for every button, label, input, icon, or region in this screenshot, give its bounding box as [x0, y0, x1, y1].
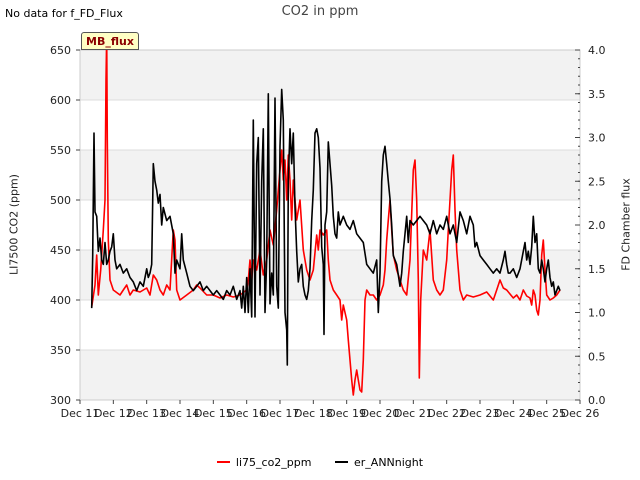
- y-tick-label: 450: [50, 244, 71, 257]
- background-band: [80, 50, 580, 100]
- x-tick-label: Dec 11: [61, 407, 100, 420]
- y-tick-label: 350: [50, 344, 71, 357]
- chart-title: CO2 in ppm: [281, 4, 359, 19]
- series-line-li75-co2: [90, 34, 561, 396]
- mb-flux-tag: MB_flux: [81, 32, 139, 50]
- y2-tick-label: 1.0: [588, 307, 606, 320]
- legend-item-li75: li75_co2_ppm: [216, 455, 312, 469]
- x-tick-label: Dec 16: [227, 407, 266, 420]
- x-tick-label: Dec 12: [94, 407, 133, 420]
- y-axis-label: LI7500 CO2 (ppm): [7, 174, 21, 275]
- x-tick-label: Dec 23: [461, 407, 500, 420]
- legend-item-ann: er_ANNnight: [335, 456, 423, 469]
- y2-tick-label: 1.5: [588, 263, 606, 276]
- legend-label-li75: li75_co2_ppm: [235, 455, 312, 469]
- y2-tick-label: 0.5: [588, 350, 606, 363]
- legend: li75_co2_ppm er_ANNnight: [0, 453, 640, 469]
- x-tick-label: Dec 14: [161, 407, 200, 420]
- x-tick-label: Dec 21: [394, 407, 433, 420]
- y2-tick-label: 3.5: [588, 88, 606, 101]
- x-tick-label: Dec 26: [561, 407, 600, 420]
- legend-swatch-black: [335, 461, 348, 463]
- plot-frame: [79, 49, 581, 401]
- no-data-note: No data for f_FD_Flux: [5, 7, 123, 20]
- legend-label-ann: er_ANNnight: [354, 455, 424, 469]
- y2-tick-label: 3.0: [588, 132, 606, 145]
- x-tick-label: Dec 24: [494, 407, 533, 420]
- x-tick-label: Dec 20: [361, 407, 400, 420]
- background-band: [80, 350, 580, 400]
- x-tick-label: Dec 13: [127, 407, 166, 420]
- x-tick-label: Dec 25: [527, 407, 566, 420]
- y-tick-label: 550: [50, 144, 71, 157]
- y-tick-label: 400: [50, 294, 71, 307]
- y-tick-label: 300: [50, 394, 71, 407]
- y-axis-left: 300 350 400 450 500 550 600 650: [50, 44, 80, 407]
- y2-tick-label: 2.5: [588, 175, 606, 188]
- legend-swatch-red: [216, 461, 230, 463]
- y2-tick-label: 0.0: [588, 394, 606, 407]
- x-tick-label: Dec 18: [294, 407, 333, 420]
- y-tick-label: 500: [50, 194, 71, 207]
- x-tick-label: Dec 17: [261, 407, 300, 420]
- x-tick-label: Dec 22: [427, 407, 466, 420]
- y-tick-label: 650: [50, 44, 71, 57]
- y-tick-label: 600: [50, 94, 71, 107]
- x-tick-label: Dec 19: [327, 407, 366, 420]
- y-axis-right: 0.0 0.5 1.0 1.5 2.0 2.5 3.0 3.5 4.0: [575, 44, 606, 407]
- y2-tick-label: 4.0: [588, 44, 606, 57]
- x-tick-label: Dec 15: [194, 407, 233, 420]
- y2-axis-label: FD Chamber flux: [619, 178, 633, 271]
- series-line-er-annnight: [90, 88, 561, 366]
- y2-tick-label: 2.0: [588, 219, 606, 232]
